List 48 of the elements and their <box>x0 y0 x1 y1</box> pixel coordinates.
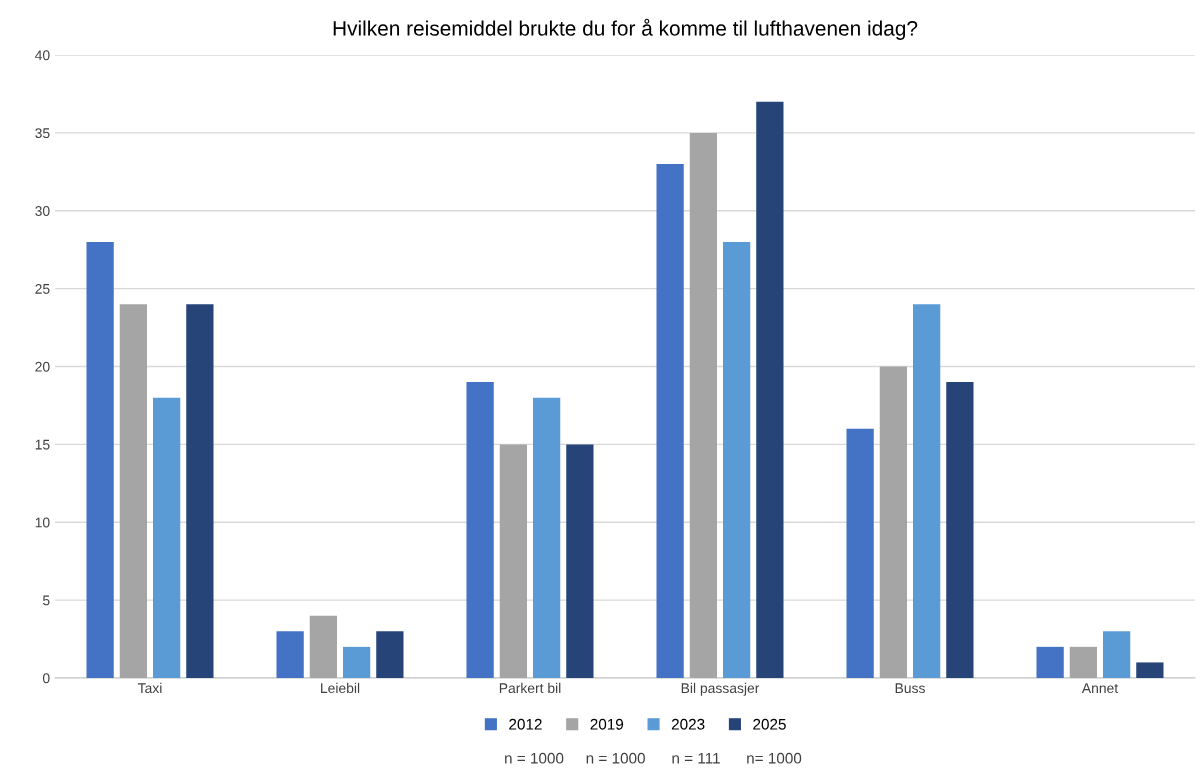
bar <box>912 304 941 678</box>
text: n = 111 <box>672 752 720 764</box>
legend-label: 2023 <box>671 718 705 730</box>
x-tick-label: Buss <box>895 683 925 694</box>
y-tick-label: 30 <box>35 206 50 216</box>
bar <box>879 366 908 678</box>
bar <box>499 444 528 678</box>
bar <box>86 241 114 678</box>
x-tick-label: Leiebil <box>321 682 360 694</box>
text: n= 1000 <box>747 752 802 764</box>
bar <box>1102 631 1131 678</box>
text: n = 1000 <box>505 752 564 764</box>
legend-label: 2025 <box>753 718 786 730</box>
bar <box>186 304 214 678</box>
bar <box>946 382 974 678</box>
bar <box>756 101 784 678</box>
bar <box>656 164 684 678</box>
bar <box>376 631 404 678</box>
legend-label: 2019 <box>590 718 624 730</box>
bar <box>466 382 494 678</box>
bar <box>722 241 751 678</box>
y-tick-label: 0 <box>42 673 50 684</box>
y-tick-label: 35 <box>35 128 50 139</box>
legend-label: 2012 <box>509 718 542 730</box>
bar <box>1136 662 1164 678</box>
y-tick-label: 15 <box>35 439 50 450</box>
bar <box>566 444 594 678</box>
bar <box>309 615 338 678</box>
x-tick-label: Taxi <box>137 682 162 694</box>
bar <box>276 631 304 678</box>
bar <box>119 304 148 678</box>
y-tick-label: 20 <box>35 361 50 372</box>
text: n = 1000 <box>586 752 645 764</box>
bar <box>532 397 561 678</box>
bar <box>1069 646 1098 678</box>
x-tick-label: Annet <box>1081 683 1119 694</box>
x-tick-label: Bil passasjer <box>681 682 760 696</box>
y-tick-label: 40 <box>35 50 50 61</box>
x-tick-label: Parkert bil <box>499 682 561 694</box>
bar <box>342 646 371 678</box>
y-tick-label: 10 <box>35 517 50 528</box>
bar <box>846 428 874 678</box>
bar <box>152 397 181 678</box>
y-tick-label: 5 <box>42 595 50 606</box>
bar <box>689 132 718 678</box>
bar <box>1036 646 1064 678</box>
chart-title: Hvilken reisemiddel brukte du for å komme til lufthavenen idag? <box>333 18 918 40</box>
y-tick-label: 25 <box>35 283 50 294</box>
